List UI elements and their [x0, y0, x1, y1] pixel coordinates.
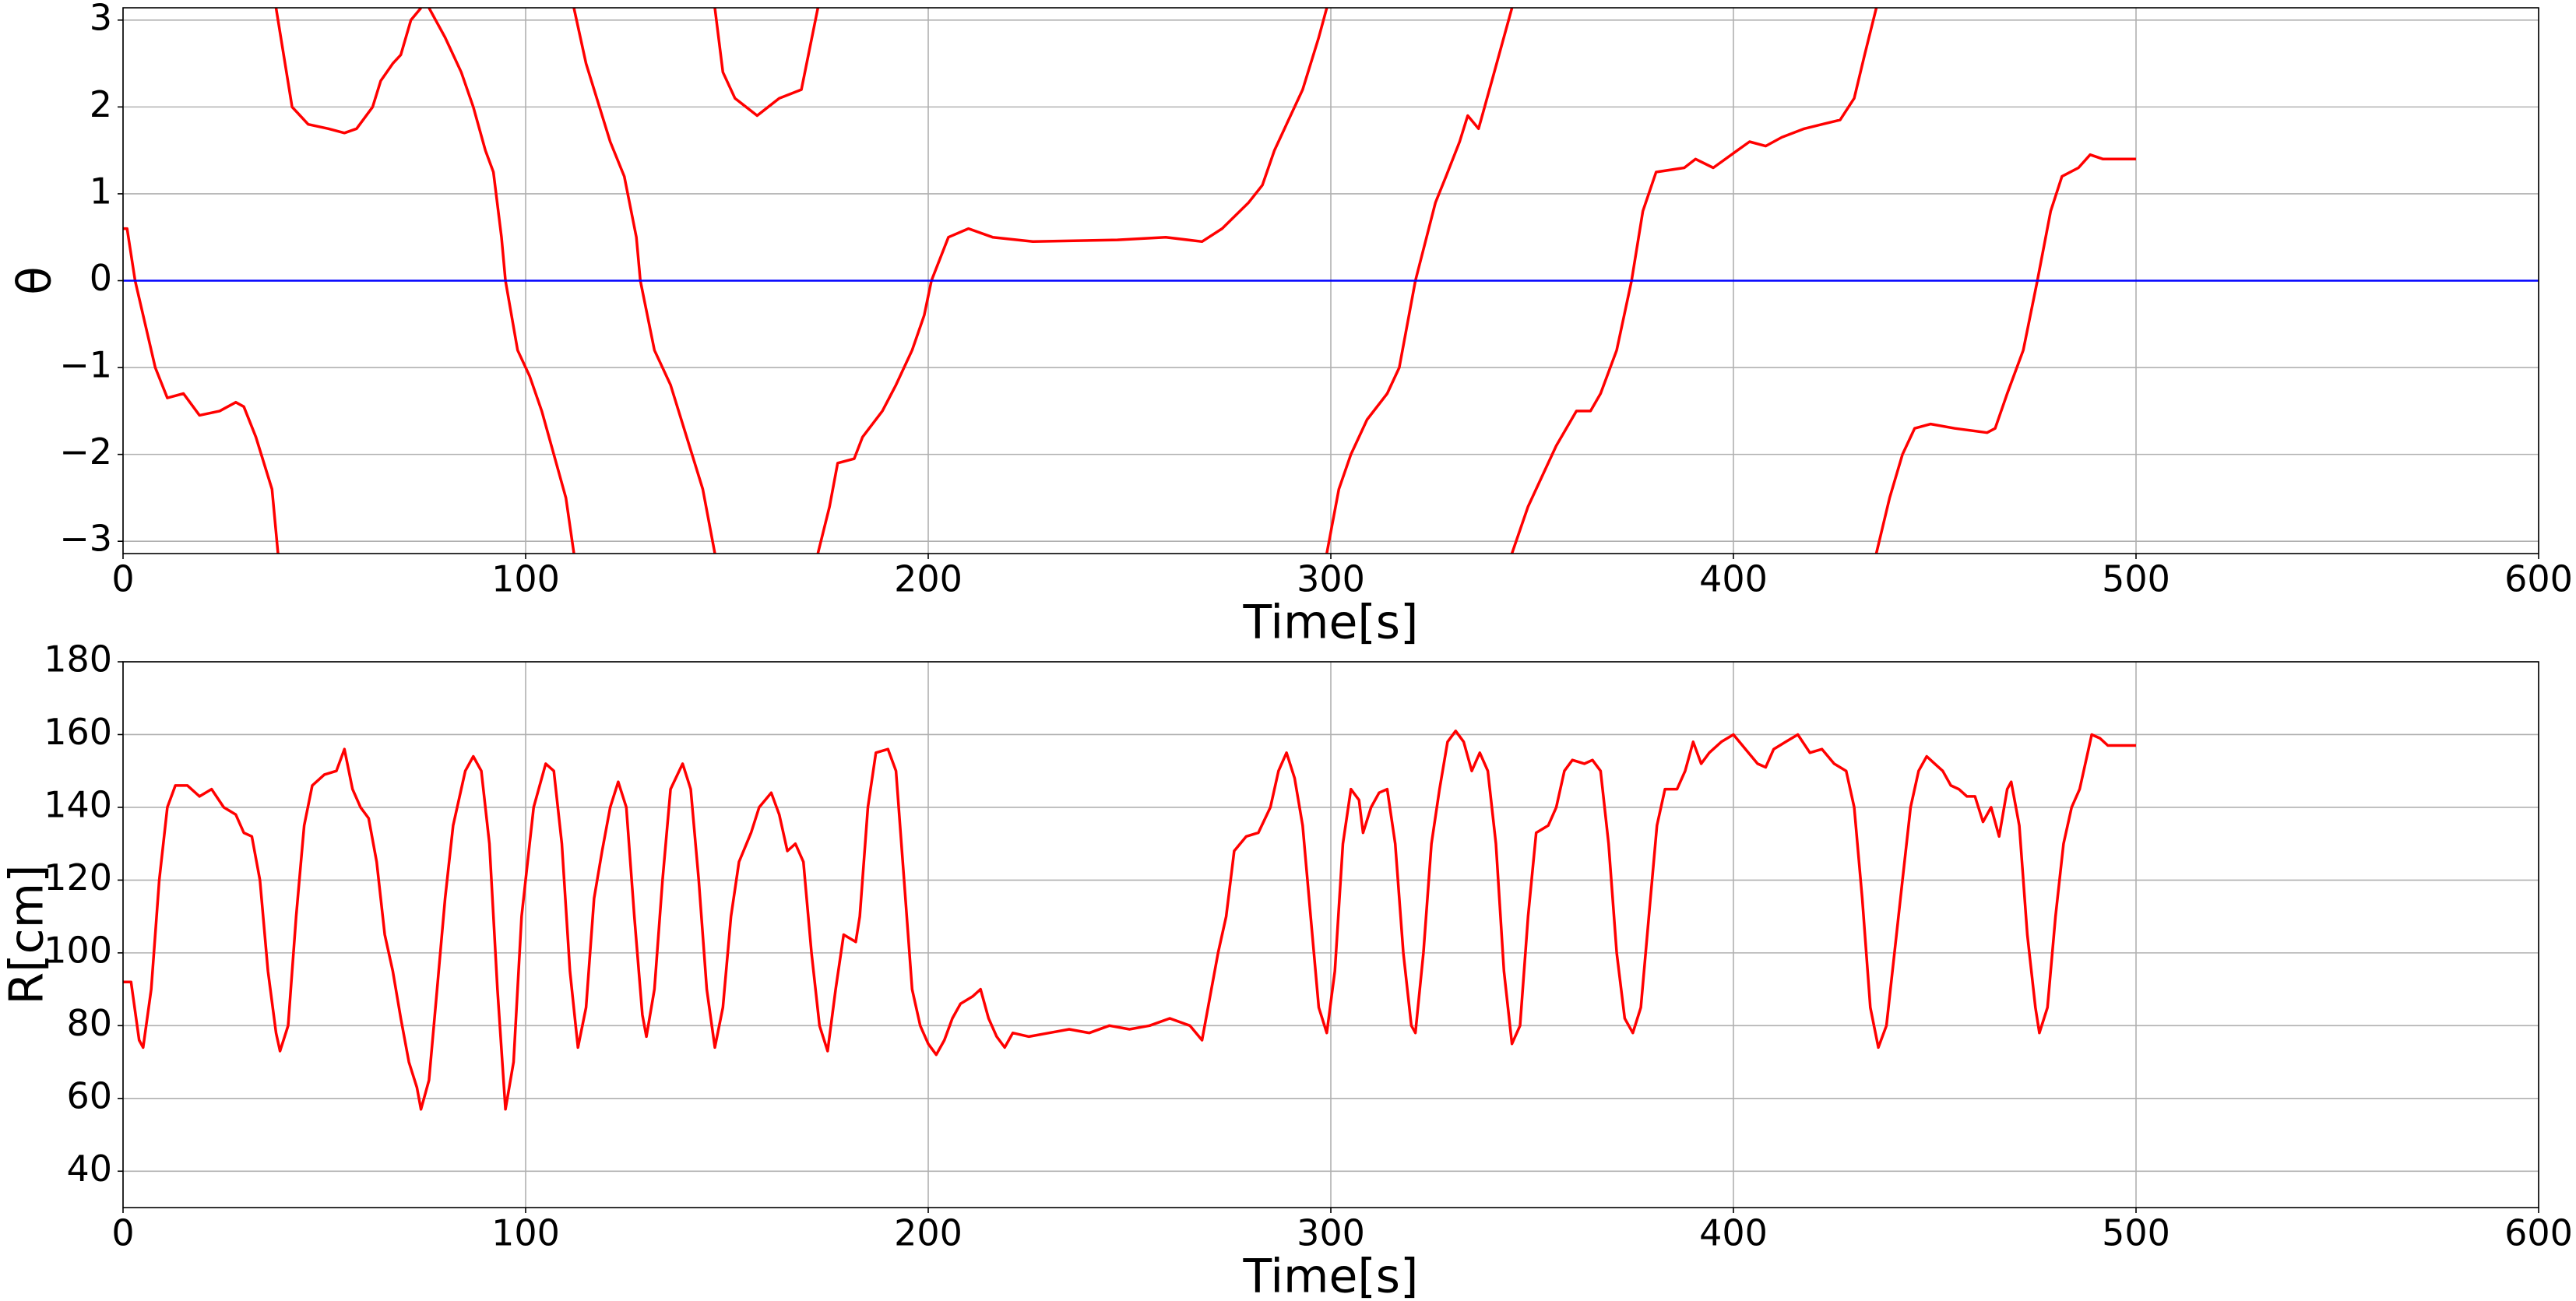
x-tick-label: 0 [111, 1212, 134, 1254]
y-tick-label: 2 [90, 83, 112, 125]
x-tick-label: 0 [111, 558, 134, 600]
x-tick-label: 500 [2102, 558, 2170, 600]
y-tick-label: 180 [44, 638, 112, 680]
y-tick-label: 160 [44, 711, 112, 753]
x-tick-label: 500 [2102, 1212, 2170, 1254]
x-axis-label: Time[s] [1243, 596, 1419, 650]
x-tick-label: 100 [491, 1212, 560, 1254]
x-axis-label: Time[s] [1243, 1250, 1419, 1301]
x-tick-label: 600 [2504, 558, 2573, 600]
y-axis-label: R[cm] [0, 865, 55, 1005]
axes-frame [122, 661, 2539, 1208]
x-tick-label: 400 [1699, 1212, 1768, 1254]
y-tick-label: −1 [59, 344, 112, 386]
y-tick-label: 60 [66, 1074, 112, 1116]
x-tick-label: 600 [2504, 1212, 2573, 1254]
x-tick-label: 300 [1297, 1212, 1365, 1254]
y-tick-label: 120 [44, 856, 112, 898]
x-tick-label: 200 [894, 558, 962, 600]
y-tick-label: 0 [90, 257, 112, 299]
y-axis-label: θ [8, 266, 62, 295]
y-tick-label: 3 [90, 0, 112, 38]
x-tick-label: 300 [1297, 558, 1365, 600]
axes-frame [122, 7, 2539, 554]
x-tick-label: 200 [894, 1212, 962, 1254]
y-tick-label: −2 [59, 431, 112, 473]
y-tick-label: 40 [66, 1148, 112, 1190]
y-tick-label: 140 [44, 783, 112, 825]
data-line [123, 730, 2136, 1111]
y-tick-label: −3 [59, 518, 112, 560]
y-tick-label: 80 [66, 1002, 112, 1044]
y-tick-label: 1 [90, 170, 112, 212]
x-tick-label: 400 [1699, 558, 1768, 600]
y-tick-label: 100 [44, 929, 112, 971]
x-tick-label: 100 [491, 558, 560, 600]
